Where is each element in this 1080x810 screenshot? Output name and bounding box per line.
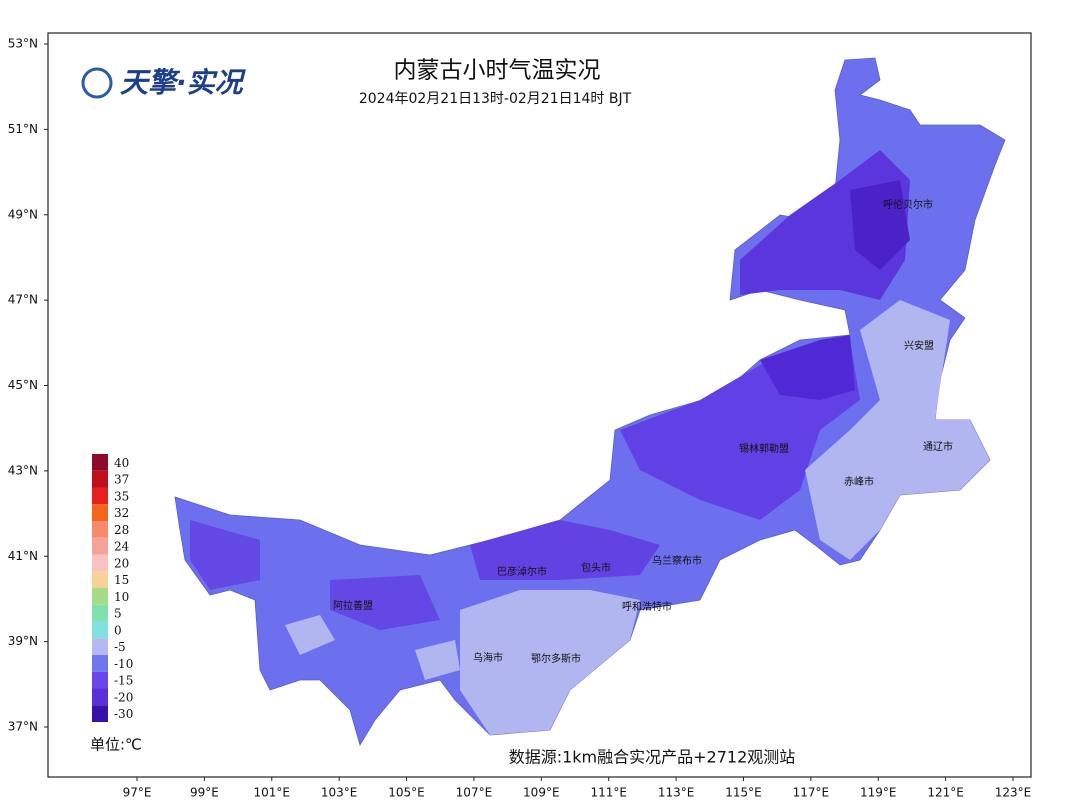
- cold-zone: [850, 180, 910, 270]
- city-label: 鄂尔多斯市: [531, 652, 581, 665]
- city-label: 通辽市: [923, 440, 953, 453]
- warm-zone: [460, 590, 640, 735]
- city-label: 兴安盟: [904, 339, 934, 352]
- lat-tick-label: 51°N: [8, 122, 38, 136]
- city-label: 赤峰市: [844, 475, 874, 488]
- city-label: 乌兰察布市: [652, 554, 702, 567]
- region: [174, 57, 1006, 746]
- cold-zone: [470, 520, 660, 580]
- legend-label: 32: [114, 506, 129, 520]
- legend-label: 15: [114, 573, 129, 587]
- lat-tick-label: 49°N: [8, 207, 38, 221]
- legend-label: 28: [114, 523, 129, 537]
- lon-tick-label: 117°E: [793, 786, 830, 800]
- legend-swatch: [92, 638, 108, 655]
- legend-swatch: [92, 571, 108, 588]
- legend-swatch: [92, 604, 108, 622]
- legend-swatch: [92, 588, 108, 605]
- legend-swatch: [92, 470, 108, 488]
- legend-swatch: [92, 705, 108, 722]
- logo: 天擎·实况: [81, 66, 247, 99]
- legend-label: -10: [114, 657, 133, 671]
- lon-tick-label: 103°E: [321, 786, 358, 800]
- lat-tick-label: 47°N: [8, 293, 38, 307]
- legend-label: 37: [114, 473, 129, 487]
- lat-tick-label: 41°N: [8, 549, 38, 563]
- warm-zone: [805, 300, 990, 560]
- map-subtitle: 2024年02月21日13时-02月21日14时 BJT: [359, 91, 632, 107]
- lat-tick-label: 53°N: [8, 37, 38, 51]
- legend-swatch: [92, 454, 108, 471]
- legend-label: -20: [114, 690, 133, 704]
- warm-zone: [415, 640, 460, 680]
- legend-label: 35: [114, 489, 129, 503]
- lon-tick-label: 105°E: [388, 786, 425, 800]
- legend-swatch: [92, 655, 108, 672]
- legend-swatch: [92, 688, 108, 706]
- legend-label: 5: [114, 607, 122, 621]
- legend-swatch: [92, 554, 108, 572]
- lon-tick-label: 123°E: [995, 786, 1032, 800]
- legend-label: -30: [114, 707, 133, 721]
- legend-label: -15: [114, 674, 133, 688]
- map-title: 内蒙古小时气温实况: [394, 58, 601, 84]
- data-source: 数据源:1km融合实况产品+2712观测站: [509, 748, 796, 767]
- lon-tick-label: 113°E: [658, 786, 695, 800]
- city-label: 锡林郭勒盟: [739, 442, 789, 455]
- legend-swatch: [92, 621, 108, 639]
- lon-tick-label: 101°E: [254, 786, 291, 800]
- lon-tick-label: 99°E: [190, 786, 219, 800]
- lon-tick-label: 119°E: [860, 786, 897, 800]
- lat-tick-label: 43°N: [8, 463, 38, 477]
- cold-zone: [760, 335, 855, 400]
- legend-label: 40: [114, 456, 129, 470]
- city-label: 呼伦贝尔市: [883, 198, 933, 211]
- legend-label: 10: [114, 590, 129, 604]
- legend-swatch: [92, 487, 108, 505]
- cold-zone: [330, 575, 440, 630]
- logo-text: 天擎·实况: [120, 66, 247, 99]
- legend-label: 0: [114, 623, 122, 637]
- legend-swatch: [92, 521, 108, 538]
- legend-swatch: [92, 504, 108, 521]
- lon-tick-label: 111°E: [590, 786, 627, 800]
- warm-zone: [285, 615, 335, 655]
- lon-tick-label: 109°E: [523, 786, 560, 800]
- city-label: 巴彦淖尔市: [497, 565, 547, 578]
- unit-label: 单位:℃: [90, 736, 142, 754]
- lon-tick-label: 115°E: [725, 786, 762, 800]
- lon-tick-label: 121°E: [927, 786, 964, 800]
- city-label: 乌海市: [473, 651, 503, 664]
- city-label: 包头市: [581, 561, 611, 574]
- lon-tick-label: 97°E: [123, 786, 152, 800]
- legend-label: -5: [114, 640, 126, 654]
- logo-icon: [81, 67, 113, 99]
- legend-swatch: [92, 671, 108, 689]
- lat-tick-label: 37°N: [8, 720, 38, 734]
- lon-tick-label: 107°E: [456, 786, 493, 800]
- legend-swatch: [92, 537, 108, 555]
- city-labels: 呼伦贝尔市 兴安盟 通辽市 锡林郭勒盟 赤峰市 乌兰察布市 包头市 巴彦淖尔市 …: [333, 198, 953, 665]
- city-label: 呼和浩特市: [622, 600, 672, 613]
- legend-label: 24: [114, 540, 130, 554]
- lat-tick-label: 39°N: [8, 634, 38, 648]
- legend-label: 20: [114, 556, 129, 570]
- cold-zone: [190, 520, 260, 590]
- lat-tick-label: 45°N: [8, 378, 38, 392]
- city-label: 阿拉善盟: [333, 599, 373, 612]
